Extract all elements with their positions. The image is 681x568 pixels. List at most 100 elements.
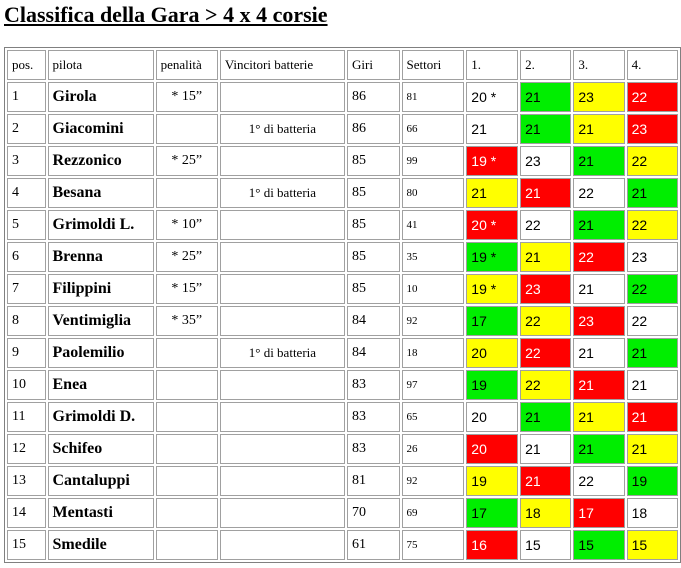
cell-pilota: Ventimiglia bbox=[47, 306, 154, 336]
cell-heat-3: 21 bbox=[573, 210, 625, 240]
cell-heat-2: 21 bbox=[520, 402, 572, 432]
cell-penalita bbox=[155, 402, 218, 432]
cell-heat-2: 21 bbox=[520, 466, 572, 496]
cell-vincitori bbox=[219, 466, 345, 496]
table-row: 8 Ventimiglia * 35” 84 92 17 22 23 22 bbox=[7, 306, 678, 336]
cell-heat-4: 22 bbox=[626, 274, 678, 304]
cell-heat-2: 18 bbox=[520, 498, 572, 528]
cell-heat-3: 21 bbox=[573, 338, 625, 368]
cell-settori: 26 bbox=[401, 434, 465, 464]
header-vincitori: Vincitori batterie bbox=[219, 50, 345, 80]
cell-heat-2: 22 bbox=[520, 338, 572, 368]
header-pilota: pilota bbox=[47, 50, 154, 80]
cell-pilota: Schifeo bbox=[47, 434, 154, 464]
cell-settori: 66 bbox=[401, 114, 465, 144]
cell-penalita: * 35” bbox=[155, 306, 218, 336]
cell-heat-1: 20 * bbox=[466, 82, 519, 112]
cell-settori: 97 bbox=[401, 370, 465, 400]
page-title: Classifica della Gara > 4 x 4 corsie bbox=[4, 2, 328, 27]
cell-penalita: * 15” bbox=[155, 82, 218, 112]
cell-heat-4: 23 bbox=[626, 114, 678, 144]
cell-heat-3: 21 bbox=[573, 370, 625, 400]
cell-settori: 80 bbox=[401, 178, 465, 208]
cell-settori: 69 bbox=[401, 498, 465, 528]
table-row: 2 Giacomini 1° di batteria 86 66 21 21 21 23 bbox=[7, 114, 678, 144]
cell-heat-3: 15 bbox=[573, 530, 625, 560]
cell-heat-2: 22 bbox=[520, 210, 572, 240]
cell-pos: 4 bbox=[7, 178, 46, 208]
cell-giri: 81 bbox=[346, 466, 400, 496]
cell-pos: 10 bbox=[7, 370, 46, 400]
cell-heat-2: 23 bbox=[520, 274, 572, 304]
cell-heat-4: 19 bbox=[626, 466, 678, 496]
cell-pilota: Paolemilio bbox=[47, 338, 154, 368]
cell-vincitori bbox=[219, 498, 345, 528]
header-pos: pos. bbox=[7, 50, 46, 80]
cell-heat-3: 21 bbox=[573, 274, 625, 304]
cell-pilota: Filippini bbox=[47, 274, 154, 304]
cell-heat-2: 21 bbox=[520, 114, 572, 144]
cell-giri: 83 bbox=[346, 370, 400, 400]
cell-pos: 11 bbox=[7, 402, 46, 432]
cell-heat-1: 20 bbox=[466, 338, 519, 368]
cell-giri: 84 bbox=[346, 338, 400, 368]
cell-penalita bbox=[155, 114, 218, 144]
table-row: 11 Grimoldi D. 83 65 20 21 21 21 bbox=[7, 402, 678, 432]
cell-heat-3: 22 bbox=[573, 466, 625, 496]
cell-giri: 83 bbox=[346, 402, 400, 432]
cell-pos: 2 bbox=[7, 114, 46, 144]
header-penalita: penalità bbox=[155, 50, 218, 80]
table-row: 4 Besana 1° di batteria 85 80 21 21 22 21 bbox=[7, 178, 678, 208]
cell-penalita bbox=[155, 434, 218, 464]
cell-heat-4: 23 bbox=[626, 242, 678, 272]
cell-heat-4: 21 bbox=[626, 370, 678, 400]
cell-giri: 61 bbox=[346, 530, 400, 560]
cell-heat-3: 23 bbox=[573, 82, 625, 112]
cell-heat-1: 16 bbox=[466, 530, 519, 560]
cell-giri: 85 bbox=[346, 146, 400, 176]
cell-vincitori bbox=[219, 210, 345, 240]
cell-heat-1: 21 bbox=[466, 178, 519, 208]
cell-heat-1: 19 * bbox=[466, 274, 519, 304]
header-heat-1: 1. bbox=[466, 50, 519, 80]
cell-pilota: Grimoldi L. bbox=[47, 210, 154, 240]
cell-heat-1: 19 bbox=[466, 466, 519, 496]
header-heat-2: 2. bbox=[520, 50, 572, 80]
cell-pilota: Girola bbox=[47, 82, 154, 112]
cell-heat-2: 22 bbox=[520, 370, 572, 400]
cell-pos: 9 bbox=[7, 338, 46, 368]
cell-heat-4: 21 bbox=[626, 434, 678, 464]
cell-heat-1: 21 bbox=[466, 114, 519, 144]
cell-vincitori bbox=[219, 242, 345, 272]
table-row: 7 Filippini * 15” 85 10 19 * 23 21 22 bbox=[7, 274, 678, 304]
cell-pilota: Giacomini bbox=[47, 114, 154, 144]
cell-giri: 85 bbox=[346, 242, 400, 272]
cell-settori: 99 bbox=[401, 146, 465, 176]
table-row: 10 Enea 83 97 19 22 21 21 bbox=[7, 370, 678, 400]
cell-penalita: * 25” bbox=[155, 242, 218, 272]
cell-heat-1: 17 bbox=[466, 306, 519, 336]
cell-heat-4: 15 bbox=[626, 530, 678, 560]
results-table: pos. pilota penalità Vincitori batterie … bbox=[4, 47, 681, 563]
table-row: 5 Grimoldi L. * 10” 85 41 20 * 22 21 22 bbox=[7, 210, 678, 240]
cell-settori: 18 bbox=[401, 338, 465, 368]
cell-vincitori: 1° di batteria bbox=[219, 114, 345, 144]
cell-penalita bbox=[155, 530, 218, 560]
cell-settori: 92 bbox=[401, 306, 465, 336]
cell-pilota: Brenna bbox=[47, 242, 154, 272]
cell-heat-3: 17 bbox=[573, 498, 625, 528]
cell-vincitori bbox=[219, 146, 345, 176]
header-giri: Giri bbox=[346, 50, 400, 80]
cell-penalita bbox=[155, 178, 218, 208]
cell-settori: 81 bbox=[401, 82, 465, 112]
cell-penalita bbox=[155, 338, 218, 368]
cell-pilota: Besana bbox=[47, 178, 154, 208]
cell-giri: 86 bbox=[346, 114, 400, 144]
cell-heat-3: 21 bbox=[573, 402, 625, 432]
cell-heat-2: 21 bbox=[520, 82, 572, 112]
cell-pilota: Cantaluppi bbox=[47, 466, 154, 496]
cell-pos: 7 bbox=[7, 274, 46, 304]
table-row: 9 Paolemilio 1° di batteria 84 18 20 22 21 21 bbox=[7, 338, 678, 368]
cell-pos: 12 bbox=[7, 434, 46, 464]
cell-vincitori bbox=[219, 434, 345, 464]
